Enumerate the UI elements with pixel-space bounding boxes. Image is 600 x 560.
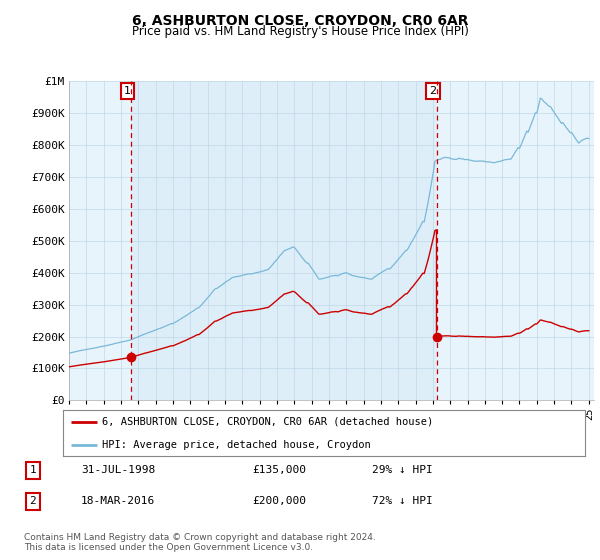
Text: £200,000: £200,000	[252, 496, 306, 506]
Text: 1: 1	[29, 465, 37, 475]
Text: 6, ASHBURTON CLOSE, CROYDON, CR0 6AR (detached house): 6, ASHBURTON CLOSE, CROYDON, CR0 6AR (de…	[102, 417, 433, 427]
Text: Price paid vs. HM Land Registry's House Price Index (HPI): Price paid vs. HM Land Registry's House …	[131, 25, 469, 38]
Text: 1: 1	[124, 86, 131, 96]
Text: HPI: Average price, detached house, Croydon: HPI: Average price, detached house, Croy…	[102, 440, 371, 450]
Text: 72% ↓ HPI: 72% ↓ HPI	[372, 496, 433, 506]
Bar	[131, 81, 437, 400]
Text: 2: 2	[430, 86, 437, 96]
Text: 18-MAR-2016: 18-MAR-2016	[81, 496, 155, 506]
Text: Contains HM Land Registry data © Crown copyright and database right 2024.: Contains HM Land Registry data © Crown c…	[24, 533, 376, 542]
Text: £135,000: £135,000	[252, 465, 306, 475]
Text: 6, ASHBURTON CLOSE, CROYDON, CR0 6AR: 6, ASHBURTON CLOSE, CROYDON, CR0 6AR	[132, 14, 468, 28]
Text: 31-JUL-1998: 31-JUL-1998	[81, 465, 155, 475]
Text: 29% ↓ HPI: 29% ↓ HPI	[372, 465, 433, 475]
Text: This data is licensed under the Open Government Licence v3.0.: This data is licensed under the Open Gov…	[24, 543, 313, 552]
Text: 2: 2	[29, 496, 37, 506]
